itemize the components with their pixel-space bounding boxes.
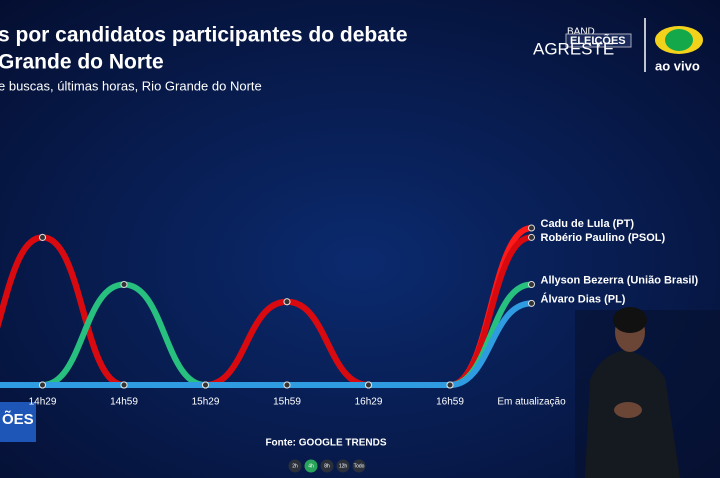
range-button bbox=[336, 459, 350, 473]
title-line: s por candidatos participantes do debate bbox=[0, 24, 408, 47]
logo-text: BAND bbox=[567, 27, 595, 38]
range-button-label: 12h bbox=[339, 463, 348, 469]
x-tick-label: 16h59 bbox=[436, 397, 464, 408]
range-button-label: 2h bbox=[292, 463, 298, 469]
range-button bbox=[304, 459, 318, 473]
point bbox=[365, 381, 372, 389]
band-logo bbox=[665, 29, 693, 51]
range-buttons: 2h 4h 8h 12h Todo bbox=[288, 459, 366, 473]
title-line: Grande do Norte bbox=[0, 51, 164, 74]
logo-text: AGRESTE bbox=[533, 39, 614, 58]
logo-box bbox=[565, 33, 632, 48]
legend-label: Robério Paulino (PSOL) bbox=[541, 232, 666, 244]
point bbox=[528, 224, 535, 232]
point bbox=[39, 381, 46, 389]
interpreter-hands bbox=[614, 402, 642, 418]
x-tick-label: 14h59 bbox=[110, 397, 138, 408]
point bbox=[283, 298, 291, 306]
x-tick-label: Em atualização bbox=[497, 397, 566, 408]
interpreter bbox=[575, 307, 720, 478]
range-button bbox=[288, 459, 302, 473]
range-button-label: 4h bbox=[308, 463, 314, 469]
point bbox=[528, 299, 535, 307]
legend-label: Álvaro Dias (PL) bbox=[541, 292, 626, 305]
range-button bbox=[352, 459, 366, 473]
source: Fonte: GOOGLE TRENDS bbox=[265, 438, 386, 449]
point bbox=[120, 381, 128, 389]
point bbox=[528, 281, 535, 289]
x-tick-label: 15h29 bbox=[192, 397, 220, 408]
plot: 14h29 14h59 15h29 15h59 16h29 16h59 Em atualiz… bbox=[0, 218, 699, 408]
point bbox=[528, 233, 535, 241]
legend-label: Allyson Bezerra (União Brasil) bbox=[541, 274, 699, 286]
point bbox=[283, 381, 291, 389]
channel: ao vivo bbox=[655, 58, 700, 73]
point bbox=[202, 381, 209, 389]
logo-text: ELEIÇÕES bbox=[570, 34, 626, 47]
badge-box bbox=[0, 402, 36, 442]
x-tick-label: 16h29 bbox=[355, 397, 383, 408]
legend-label: Cadu de Lula (PT) bbox=[541, 218, 635, 230]
subtitle: e buscas, últimas horas, Rio Grande do N… bbox=[0, 78, 262, 93]
badge: ÕES bbox=[2, 410, 34, 428]
point bbox=[446, 381, 454, 389]
interpreter-hair bbox=[613, 307, 647, 333]
point bbox=[39, 233, 46, 241]
x-tick-label: 14h29 bbox=[29, 397, 57, 408]
range-button bbox=[320, 459, 334, 473]
x-tick-label: 15h59 bbox=[273, 397, 301, 408]
logo: BAND ELEIÇÕES AGRESTE ao vivo bbox=[533, 18, 703, 73]
range-button-label: Todo bbox=[354, 463, 365, 469]
point bbox=[120, 281, 128, 289]
range-button-label: 8h bbox=[324, 463, 330, 469]
